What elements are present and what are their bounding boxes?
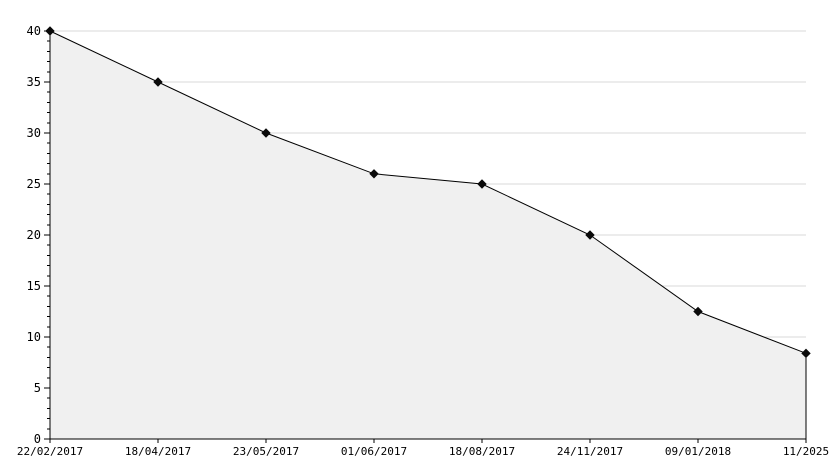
x-axis-label: 09/01/2018 [665, 445, 731, 458]
data-point-marker [369, 169, 379, 179]
y-axis-label: 40 [27, 24, 41, 38]
x-axis-label: 24/11/2017 [557, 445, 623, 458]
y-axis-label: 5 [34, 381, 41, 395]
data-point-marker [477, 179, 487, 189]
data-point-marker [585, 230, 595, 240]
x-axis-label: 11/2025 [783, 445, 829, 458]
data-point-marker [693, 306, 703, 317]
data-point-marker [261, 128, 271, 138]
y-axis-label: 15 [27, 279, 41, 293]
data-line [49, 30, 807, 354]
data-point-marker [801, 348, 811, 359]
data-point-marker [153, 77, 163, 87]
x-axis-label: 23/05/2017 [233, 445, 299, 458]
x-axis-label: 18/08/2017 [449, 445, 515, 458]
y-axis-label: 10 [27, 330, 41, 344]
y-axis-label: 25 [27, 177, 41, 191]
y-axis-label: 35 [27, 75, 41, 89]
y-axis-label: 20 [27, 228, 41, 242]
x-axis-label: 01/06/2017 [341, 445, 407, 458]
x-axis-label: 18/04/2017 [125, 445, 191, 458]
y-axis-label: 30 [27, 126, 41, 140]
data-point-marker [45, 26, 55, 36]
x-axis-label: 22/02/2017 [17, 445, 83, 458]
y-axis-label: 0 [34, 432, 41, 446]
area-fill [50, 31, 806, 439]
